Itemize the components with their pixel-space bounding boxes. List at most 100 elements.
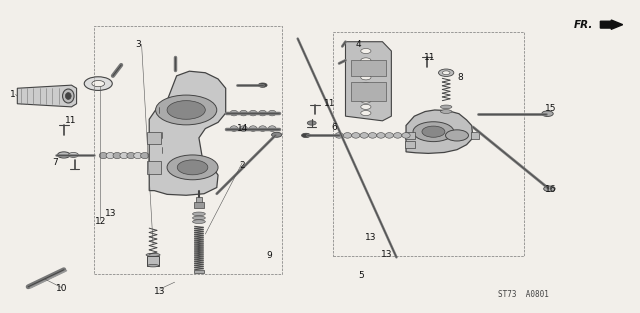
- Circle shape: [413, 122, 454, 141]
- Ellipse shape: [106, 152, 115, 159]
- Ellipse shape: [440, 105, 452, 109]
- Ellipse shape: [240, 126, 247, 131]
- Text: 10: 10: [56, 284, 68, 293]
- Ellipse shape: [385, 133, 394, 138]
- Text: 11: 11: [424, 53, 435, 62]
- Circle shape: [438, 69, 454, 76]
- Text: 15: 15: [545, 104, 556, 113]
- Text: 4: 4: [355, 40, 361, 49]
- Bar: [471, 132, 479, 139]
- Text: FR.: FR.: [573, 20, 593, 30]
- Circle shape: [156, 95, 217, 125]
- Text: 11: 11: [324, 99, 335, 108]
- Bar: [351, 82, 386, 101]
- Bar: [147, 161, 161, 174]
- Ellipse shape: [259, 126, 266, 131]
- Circle shape: [271, 132, 282, 137]
- Circle shape: [167, 101, 205, 119]
- Ellipse shape: [440, 110, 452, 113]
- Ellipse shape: [259, 110, 266, 116]
- Polygon shape: [17, 85, 77, 107]
- Ellipse shape: [193, 220, 205, 223]
- Ellipse shape: [402, 133, 410, 138]
- Text: 2: 2: [239, 161, 245, 170]
- Ellipse shape: [127, 152, 135, 159]
- Circle shape: [167, 155, 218, 180]
- Text: ST73  A0801: ST73 A0801: [499, 290, 549, 299]
- Circle shape: [258, 83, 267, 87]
- Circle shape: [541, 111, 553, 116]
- Text: 16: 16: [545, 185, 556, 193]
- Bar: [404, 132, 415, 139]
- Ellipse shape: [360, 133, 369, 138]
- Ellipse shape: [120, 152, 128, 159]
- Ellipse shape: [147, 264, 159, 267]
- Text: 8: 8: [458, 73, 463, 82]
- Text: 13: 13: [154, 287, 165, 296]
- Circle shape: [361, 98, 371, 103]
- Circle shape: [58, 152, 70, 158]
- Circle shape: [84, 77, 112, 90]
- Ellipse shape: [377, 133, 385, 138]
- Text: 9: 9: [266, 251, 272, 260]
- Ellipse shape: [268, 110, 276, 116]
- Text: 13: 13: [381, 250, 393, 259]
- Ellipse shape: [193, 216, 205, 220]
- Circle shape: [361, 67, 371, 72]
- Ellipse shape: [134, 152, 142, 159]
- Bar: [196, 197, 202, 203]
- Ellipse shape: [249, 110, 257, 116]
- Ellipse shape: [352, 133, 360, 138]
- Ellipse shape: [63, 89, 74, 103]
- Polygon shape: [346, 42, 392, 121]
- Ellipse shape: [394, 133, 402, 138]
- Ellipse shape: [193, 212, 205, 216]
- Ellipse shape: [268, 126, 276, 131]
- Ellipse shape: [249, 126, 257, 131]
- Text: 5: 5: [358, 271, 364, 280]
- Circle shape: [445, 130, 468, 141]
- Circle shape: [177, 160, 208, 175]
- Bar: [147, 132, 161, 144]
- Circle shape: [361, 104, 371, 109]
- FancyArrow shape: [600, 20, 623, 29]
- Ellipse shape: [343, 133, 351, 138]
- Bar: [404, 141, 415, 148]
- Circle shape: [301, 133, 310, 138]
- Bar: [147, 256, 159, 266]
- Circle shape: [422, 126, 445, 137]
- Ellipse shape: [141, 152, 149, 159]
- Ellipse shape: [113, 152, 122, 159]
- Circle shape: [361, 75, 371, 80]
- Text: 3: 3: [136, 40, 141, 49]
- Text: 14: 14: [237, 124, 248, 133]
- Text: 6: 6: [332, 122, 337, 131]
- Bar: [351, 60, 386, 76]
- Text: 7: 7: [52, 158, 58, 167]
- Polygon shape: [406, 110, 473, 153]
- Circle shape: [361, 83, 371, 88]
- Circle shape: [92, 80, 104, 87]
- Circle shape: [543, 186, 555, 192]
- Bar: [194, 270, 204, 273]
- Ellipse shape: [369, 133, 377, 138]
- Polygon shape: [149, 71, 226, 195]
- Ellipse shape: [240, 110, 247, 116]
- Ellipse shape: [230, 126, 238, 131]
- Text: 13: 13: [365, 233, 377, 242]
- Ellipse shape: [230, 110, 238, 116]
- Ellipse shape: [99, 152, 108, 159]
- Text: 12: 12: [95, 217, 106, 226]
- Circle shape: [307, 121, 316, 125]
- Circle shape: [361, 90, 371, 95]
- Bar: [194, 202, 204, 208]
- Circle shape: [361, 110, 371, 115]
- Ellipse shape: [65, 93, 71, 100]
- Circle shape: [442, 71, 450, 74]
- Ellipse shape: [146, 253, 160, 256]
- Ellipse shape: [335, 133, 343, 138]
- Circle shape: [361, 58, 371, 63]
- Text: 13: 13: [105, 209, 116, 218]
- Text: 1: 1: [10, 90, 16, 99]
- Circle shape: [68, 152, 79, 157]
